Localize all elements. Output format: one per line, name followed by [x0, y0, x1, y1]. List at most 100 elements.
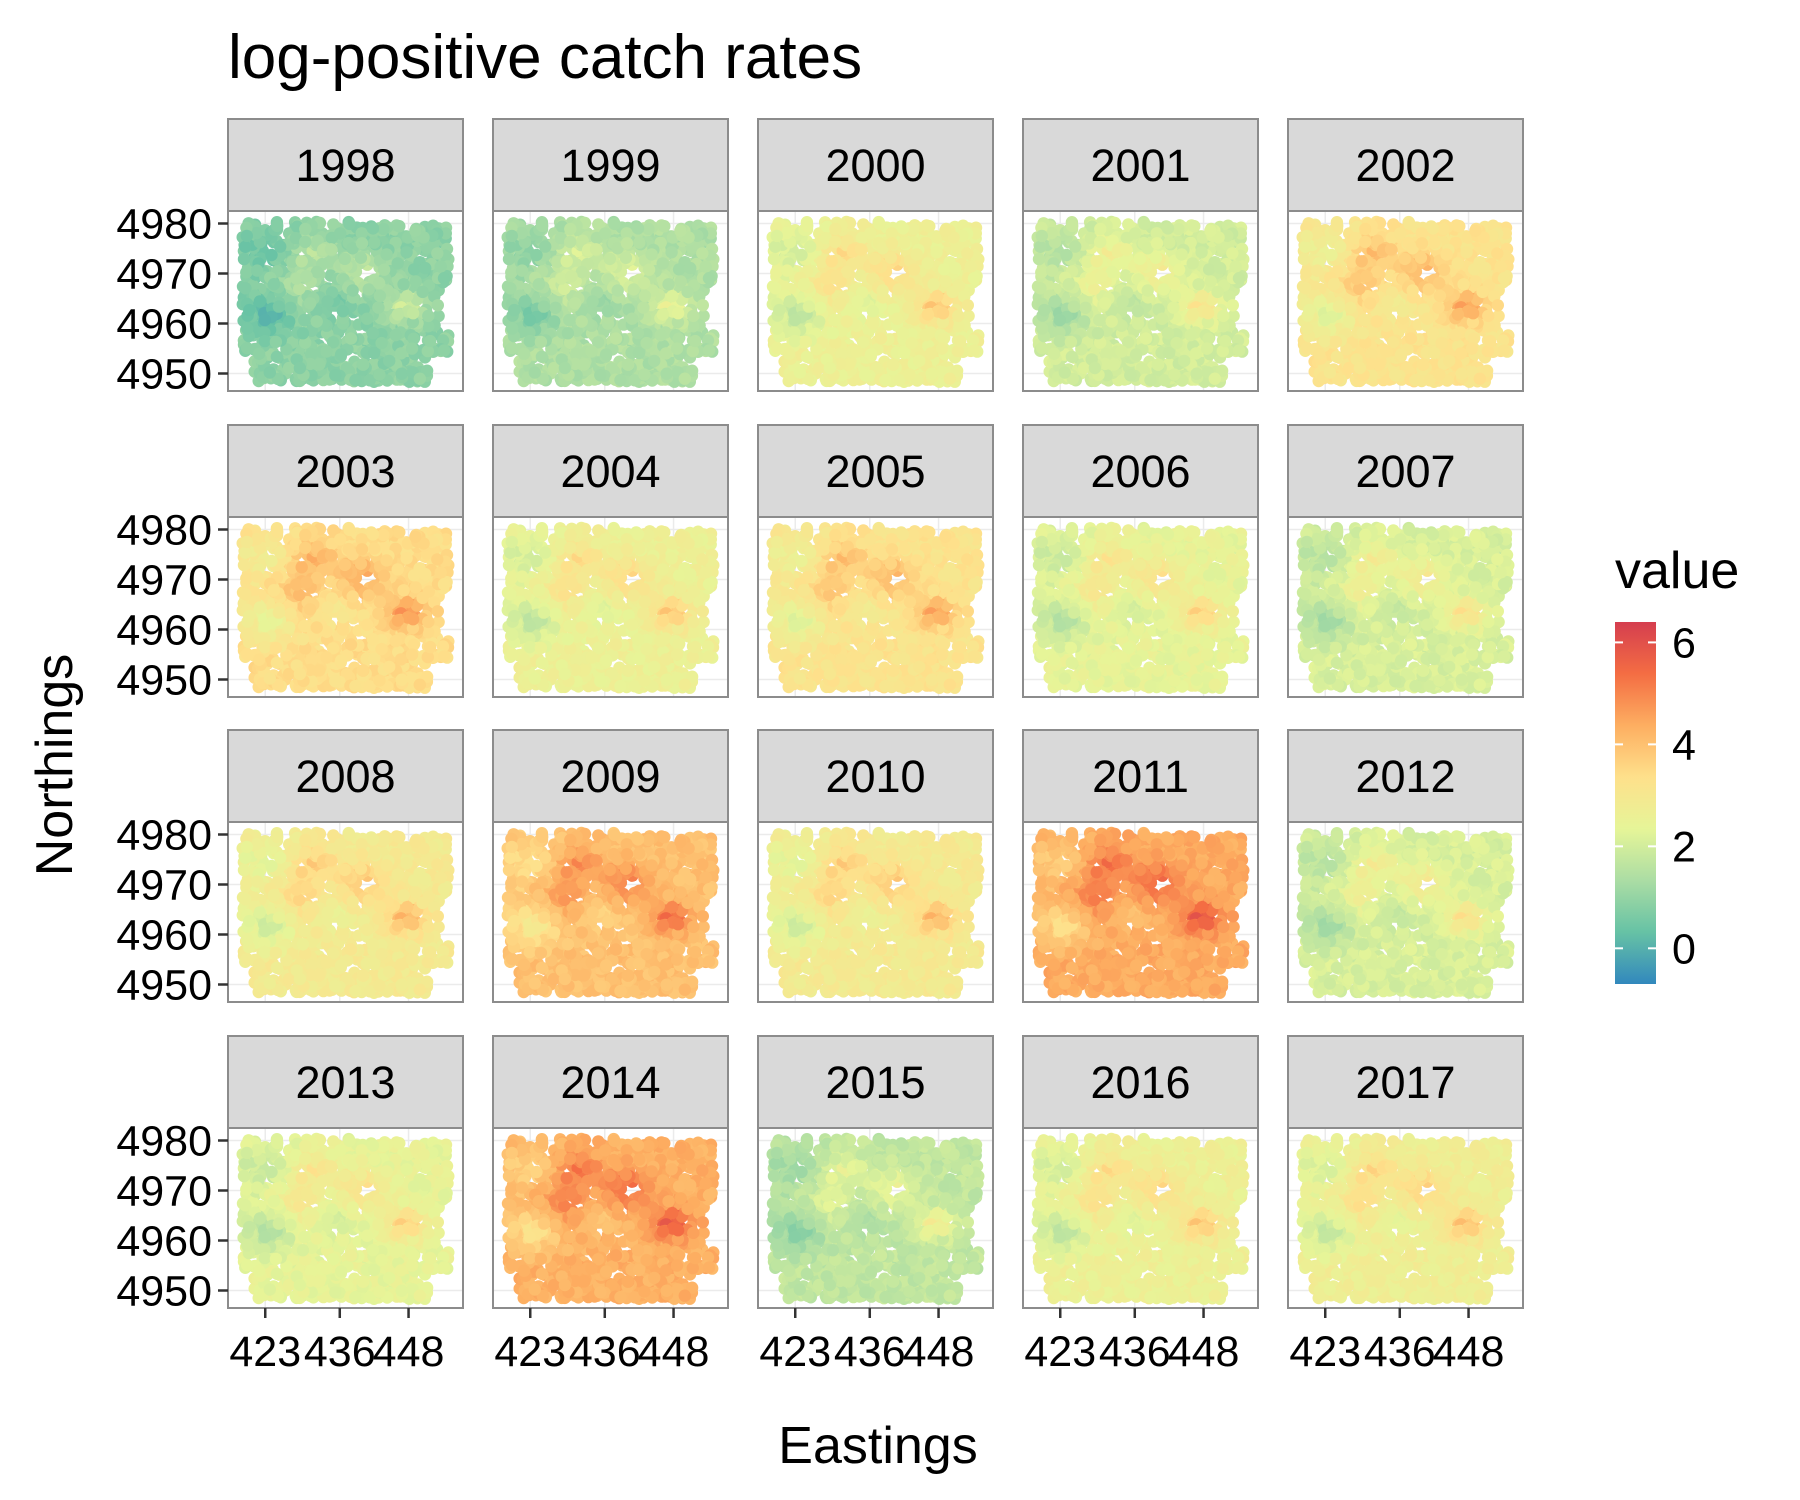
data-point	[670, 342, 684, 355]
data-point	[1192, 278, 1205, 291]
data-point	[274, 240, 287, 253]
data-point	[539, 240, 552, 253]
data-point	[702, 344, 716, 357]
data-point	[886, 358, 899, 371]
data-point	[1115, 345, 1128, 358]
data-point	[1163, 236, 1176, 249]
data-point	[921, 308, 935, 321]
data-point	[310, 315, 323, 328]
data-point	[802, 300, 816, 313]
data-point	[640, 336, 653, 350]
data-point	[902, 301, 915, 314]
data-point	[1129, 227, 1142, 240]
data-point	[504, 240, 517, 253]
data-point	[575, 315, 588, 328]
data-point	[689, 334, 702, 348]
data-point	[797, 278, 811, 291]
data-point	[829, 222, 842, 236]
data-point	[681, 285, 694, 299]
data-point	[344, 332, 358, 345]
data-point	[534, 335, 548, 349]
data-point	[864, 227, 877, 240]
data-point	[1036, 322, 1049, 335]
data-point	[902, 276, 916, 290]
data-point	[826, 327, 840, 340]
data-point	[1232, 272, 1246, 285]
data-point	[409, 224, 422, 237]
data-point	[648, 354, 661, 368]
data-point	[1162, 346, 1176, 360]
data-point	[829, 235, 842, 249]
data-point	[620, 237, 634, 250]
data-point	[1124, 369, 1137, 382]
data-point	[391, 308, 405, 321]
facet-panel-2000: 2000	[757, 118, 994, 392]
data-point	[1167, 276, 1181, 290]
data-point	[823, 361, 837, 375]
data-point	[659, 347, 673, 360]
data-point	[601, 305, 615, 318]
data-point	[1062, 278, 1076, 291]
data-point	[508, 303, 521, 317]
data-point	[868, 252, 881, 266]
data-point	[321, 295, 334, 308]
data-point	[237, 252, 251, 266]
data-point	[1139, 332, 1153, 345]
data-point	[1161, 327, 1175, 340]
data-point	[671, 307, 685, 320]
data-point	[434, 260, 447, 273]
data-point	[656, 257, 669, 270]
data-point	[1078, 315, 1091, 328]
data-point	[925, 367, 938, 380]
data-point	[937, 263, 951, 276]
data-point	[898, 236, 911, 249]
data-point	[1138, 217, 1151, 231]
data-point	[770, 266, 783, 279]
data-point	[400, 246, 413, 259]
data-point	[299, 235, 312, 249]
data-point	[927, 278, 940, 291]
y-tick-label: 4960	[116, 301, 212, 349]
data-point	[1091, 327, 1105, 340]
data-point	[1184, 328, 1197, 342]
data-point	[1200, 342, 1214, 355]
data-point	[611, 284, 624, 297]
data-point	[1226, 247, 1239, 260]
data-point	[865, 348, 878, 361]
data-point	[1149, 251, 1163, 264]
data-point	[638, 289, 652, 303]
data-point	[560, 255, 573, 268]
data-point	[599, 227, 612, 240]
data-point	[548, 315, 561, 328]
data-point	[568, 297, 582, 310]
data-point	[1202, 263, 1216, 276]
data-point	[949, 261, 962, 275]
data-point	[967, 344, 981, 357]
data-point	[876, 284, 889, 297]
data-point	[394, 347, 408, 360]
data-point	[783, 295, 796, 308]
data-point	[1204, 275, 1217, 288]
data-point	[696, 299, 709, 312]
data-point	[1088, 361, 1102, 375]
data-point	[633, 236, 646, 249]
data-point	[1034, 240, 1047, 253]
data-point	[594, 369, 607, 382]
data-point	[239, 240, 252, 253]
data-point	[674, 224, 687, 237]
data-point	[258, 334, 271, 348]
facet-label: 2000	[825, 140, 925, 191]
data-point	[1211, 285, 1224, 299]
facet-label: 2001	[1090, 140, 1190, 191]
data-point	[1151, 358, 1164, 371]
data-point	[1133, 252, 1147, 266]
data-point	[780, 264, 794, 277]
data-point	[405, 342, 419, 355]
data-point	[1116, 295, 1129, 308]
data-point	[935, 342, 949, 355]
facet-panel-1999: 1999	[492, 118, 729, 392]
data-point	[299, 222, 312, 236]
data-point	[586, 295, 599, 308]
data-point	[407, 263, 421, 276]
data-point	[401, 289, 414, 303]
